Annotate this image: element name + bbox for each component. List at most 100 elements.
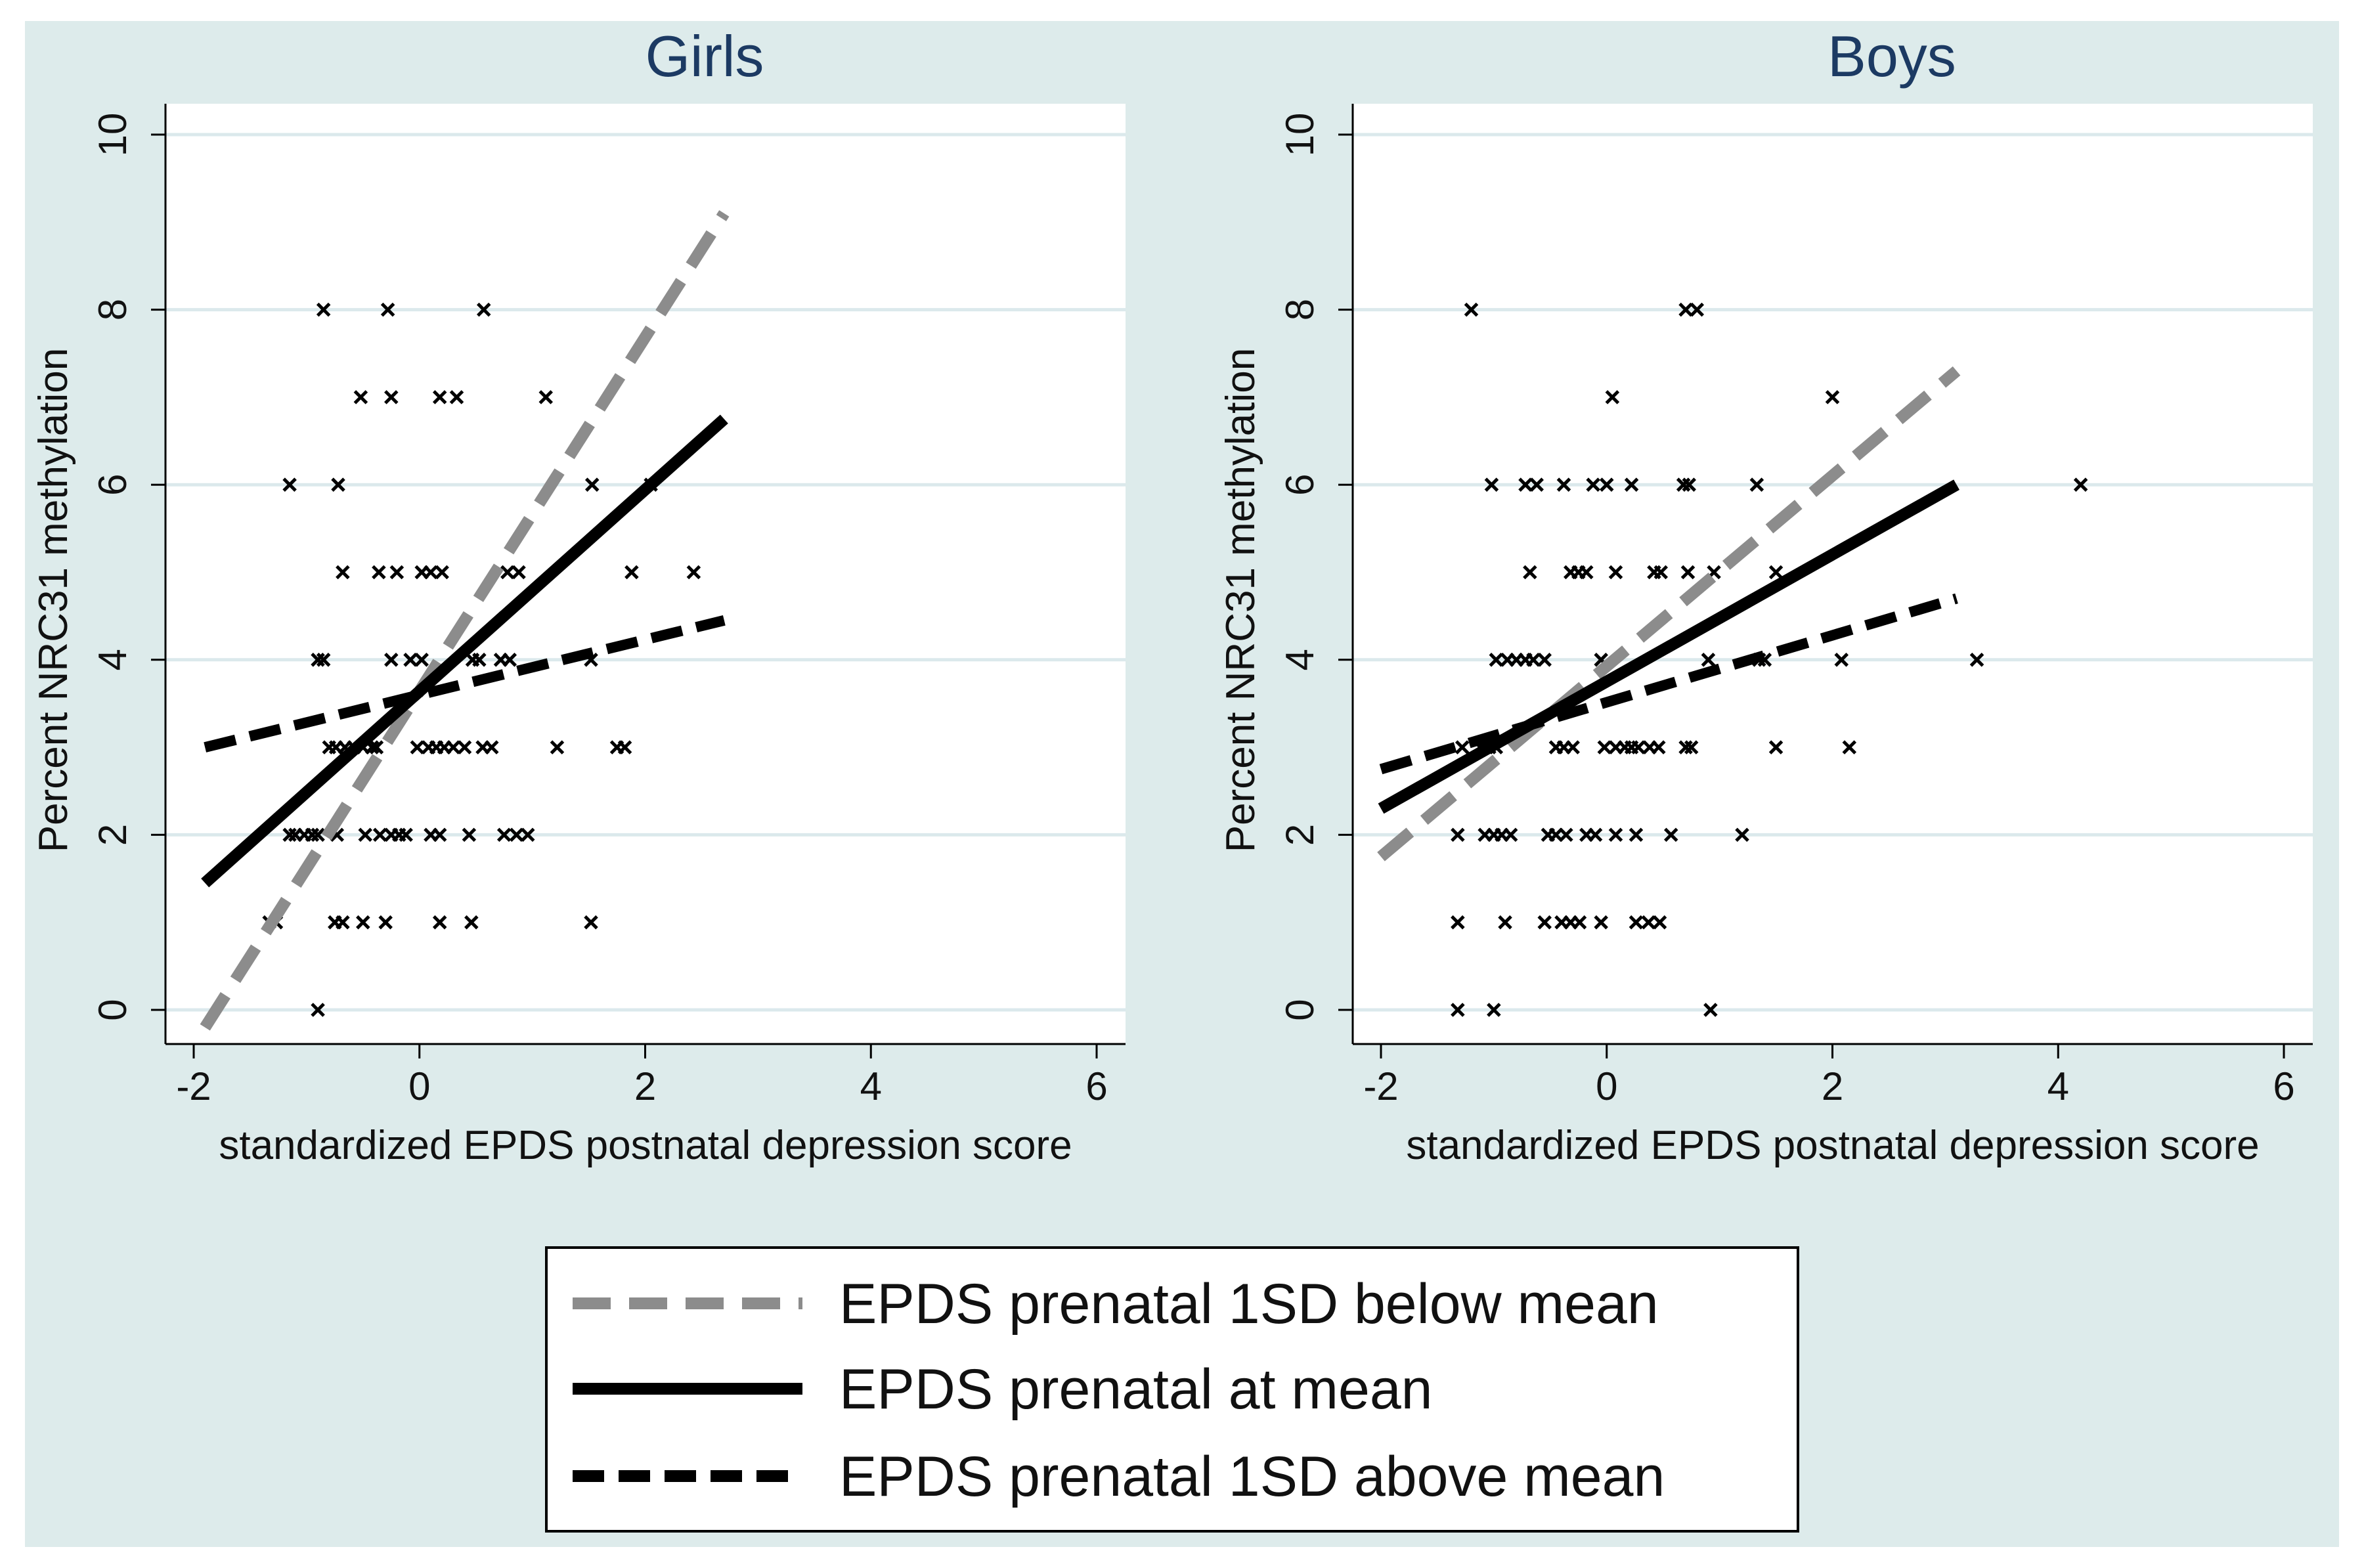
boys-y-axis-label: Percent NRC31 methylation	[1218, 348, 1263, 852]
boys-point-76	[1594, 915, 1608, 930]
girls-title: Girls	[646, 24, 764, 89]
girls-point-73	[432, 915, 447, 930]
girls-point-30	[502, 653, 517, 667]
girls-point-9	[331, 477, 345, 492]
boys-point-23	[1680, 565, 1696, 580]
boys-point-67	[1629, 827, 1644, 842]
boys-point-78	[1641, 915, 1656, 930]
boys-point-53	[1684, 740, 1699, 754]
legend: EPDS prenatal 1SD below mean EPDS prenat…	[545, 1246, 1799, 1533]
boys-point-63	[1559, 827, 1573, 842]
boys-point-6	[1518, 477, 1533, 492]
panel-boys: 0 2 4 6 8 10 -2 0 2 4 6 standardized EPDS postnatal…	[1218, 24, 2313, 1168]
girls-point-74	[464, 915, 479, 930]
girls-point-39	[410, 740, 425, 754]
boys-point-65	[1588, 827, 1603, 842]
girls-point-1	[380, 302, 395, 317]
legend-label-at-mean: EPDS prenatal at mean	[839, 1358, 1433, 1421]
boys-point-69	[1735, 827, 1749, 842]
boys-point-9	[1586, 477, 1600, 492]
girls-x-tick-label-3: 4	[860, 1064, 882, 1108]
boys-point-15	[2073, 477, 2088, 492]
girls-x-axis-label: standardized EPDS postnatal depression s…	[219, 1123, 1072, 1168]
boys-point-81	[1487, 1003, 1501, 1017]
girls-point-21	[686, 565, 701, 580]
girls-y-tick-label-0: 0	[91, 999, 135, 1020]
boys-x-tick-label-1: 0	[1596, 1064, 1617, 1108]
boys-point-51	[1652, 740, 1666, 754]
girls-point-71	[356, 915, 370, 930]
girls-x-tick-label-0: -2	[176, 1064, 211, 1108]
boys-point-22	[1653, 565, 1669, 580]
girls-x-tick-label-1: 0	[408, 1064, 430, 1108]
boys-y-tick-label-1: 2	[1278, 824, 1322, 846]
boys-x-tick-label-4: 6	[2273, 1064, 2294, 1108]
boys-point-72	[1537, 915, 1552, 930]
girls-point-23	[316, 653, 331, 667]
boys-point-25	[1768, 565, 1784, 580]
boys-point-37	[1969, 653, 1984, 667]
boys-point-80	[1451, 1003, 1465, 1017]
girls-series-line-1	[201, 414, 728, 888]
girls-point-28	[472, 653, 487, 667]
girls-point-18	[500, 565, 515, 580]
boys-point-49	[1631, 740, 1646, 754]
girls-point-3	[353, 390, 368, 404]
girls-point-8	[282, 477, 297, 492]
girls-point-64	[496, 827, 512, 842]
girls-y-tick-label-3: 6	[91, 474, 135, 496]
girls-point-5	[432, 390, 447, 404]
panel-girls: 0 2 4 6 8 10 -2 0 2 4 6 standardized EPDS postnatal…	[31, 24, 1126, 1168]
legend-label-above-mean: EPDS prenatal 1SD above mean	[839, 1445, 1665, 1508]
boys-point-79	[1652, 915, 1667, 930]
boys-point-7	[1529, 477, 1544, 492]
boys-x-tick-label-2: 2	[1822, 1064, 1843, 1108]
girls-point-10	[584, 477, 600, 492]
boys-point-10	[1599, 477, 1614, 492]
boys-point-20	[1608, 565, 1623, 580]
boys-point-60	[1503, 827, 1518, 842]
boys-point-71	[1498, 915, 1512, 930]
girls-point-38	[369, 740, 384, 754]
girls-point-63	[462, 827, 477, 842]
boys-series-line-0	[1377, 366, 1961, 861]
girls-point-19	[512, 565, 526, 580]
girls-point-70	[336, 915, 350, 930]
boys-point-11	[1624, 477, 1639, 492]
girls-y-tick-label-2: 4	[91, 649, 135, 670]
boys-y-tick-label-0: 0	[1278, 999, 1322, 1020]
girls-point-57	[372, 827, 387, 842]
girls-x-tick-label-4: 6	[1085, 1064, 1107, 1108]
boys-point-66	[1608, 827, 1623, 842]
boys-title: Boys	[1828, 24, 1956, 89]
boys-point-31	[1537, 653, 1552, 667]
girls-point-72	[378, 915, 393, 930]
boys-point-44	[1565, 740, 1580, 754]
boys-point-75	[1572, 915, 1587, 930]
boys-point-30	[1526, 653, 1541, 667]
boys-point-55	[1842, 740, 1857, 754]
boys-point-45	[1597, 740, 1612, 754]
boys-point-8	[1556, 477, 1571, 492]
girls-point-60	[399, 827, 413, 842]
girls-point-66	[520, 827, 535, 842]
girls-point-56	[358, 827, 373, 842]
girls-y-axis-label: Percent NRC31 methylation	[31, 348, 76, 852]
boys-point-2	[1690, 302, 1705, 317]
boys-point-16	[1523, 565, 1537, 580]
girls-point-54	[311, 827, 325, 842]
boys-point-56	[1451, 827, 1465, 842]
boys-y-tick-label-3: 6	[1278, 474, 1322, 496]
girls-point-7	[538, 390, 554, 404]
boys-series-line-1	[1378, 479, 1959, 814]
boys-point-68	[1663, 827, 1678, 842]
boys-point-3	[1605, 390, 1620, 404]
girls-point-17	[435, 565, 449, 580]
girls-point-62	[432, 827, 447, 842]
boys-point-26	[1489, 653, 1504, 667]
girls-point-16	[424, 565, 438, 580]
girls-point-20	[624, 565, 639, 580]
girls-point-43	[446, 740, 461, 754]
boys-point-5	[1484, 477, 1499, 492]
